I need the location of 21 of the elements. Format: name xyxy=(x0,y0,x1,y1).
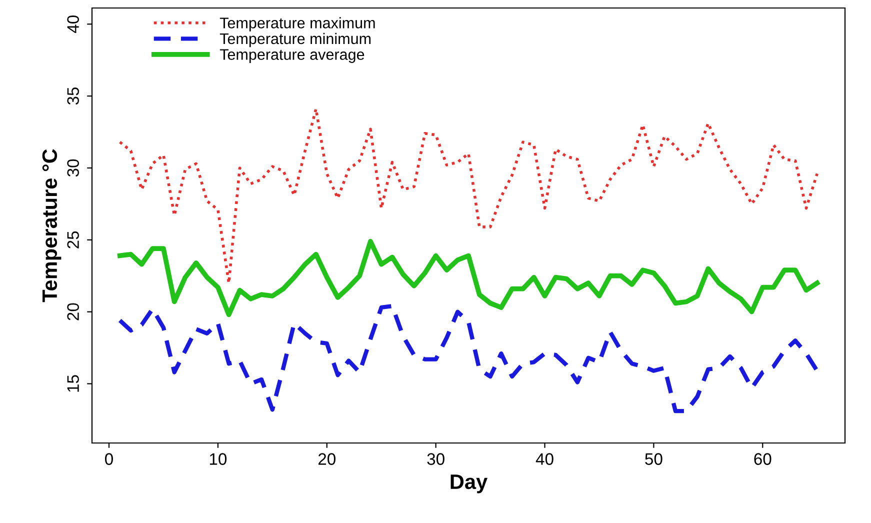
legend-label: Temperature average xyxy=(220,49,364,63)
x-tick-label: 20 xyxy=(318,453,336,465)
x-tick-label: 30 xyxy=(427,453,444,465)
y-tick-label: 20 xyxy=(67,303,79,320)
y-tick-label: 25 xyxy=(67,231,79,248)
x-tick-label: 10 xyxy=(210,453,227,465)
legend-label: Temperature minimum xyxy=(220,32,371,48)
line-series xyxy=(118,304,820,414)
x-tick-label: 50 xyxy=(645,453,662,465)
y-tick-label: 40 xyxy=(67,15,79,33)
y-tick-label: 15 xyxy=(67,375,79,392)
x-tick-label: 60 xyxy=(754,453,772,465)
y-tick-label: 35 xyxy=(67,87,79,105)
line-series xyxy=(118,108,818,284)
y-axis-title: Temperature °C xyxy=(42,149,62,302)
x-axis-title: Day xyxy=(450,474,488,494)
x-tick-label: 40 xyxy=(536,453,554,465)
legend-label: Temperature maximum xyxy=(220,17,375,32)
x-tick-label: 0 xyxy=(105,453,113,465)
line-series xyxy=(117,238,820,318)
y-tick-label: 30 xyxy=(67,159,79,177)
